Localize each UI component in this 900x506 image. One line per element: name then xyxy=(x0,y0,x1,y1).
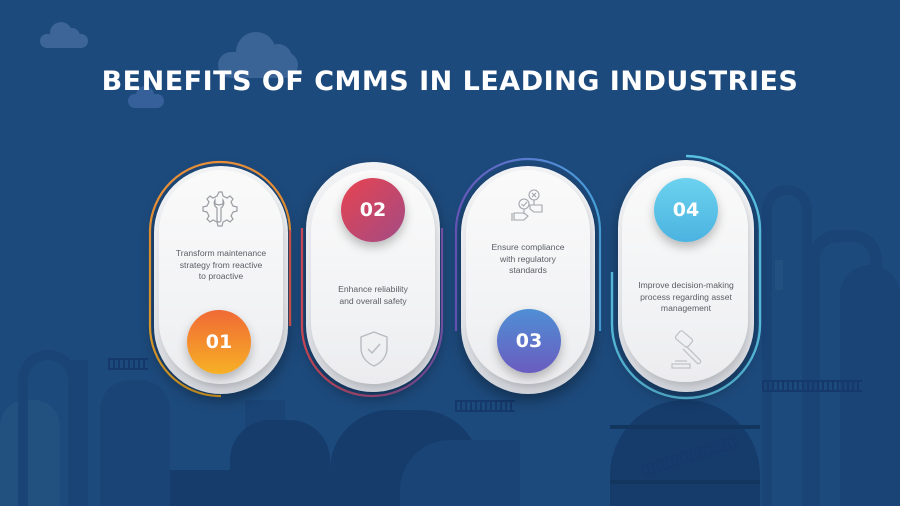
benefit-description: Ensure compliance with regulatory standa… xyxy=(452,242,604,277)
benefit-card-4: 04 Improve decision-making process regar… xyxy=(606,152,766,402)
railing-silhouette xyxy=(762,380,862,392)
card-arc-outline xyxy=(300,228,444,398)
page-title: BENEFITS OF CMMS IN LEADING INDUSTRIES xyxy=(101,66,799,97)
number-badge: 01 xyxy=(187,310,251,374)
gear-wrench-icon xyxy=(202,191,238,227)
column-silhouette xyxy=(775,260,783,290)
cloud-decoration xyxy=(128,86,164,108)
benefit-description: Transform maintenance strategy from reac… xyxy=(146,248,296,283)
gavel-icon xyxy=(671,330,702,369)
pipe-silhouette xyxy=(762,185,812,506)
tank-silhouette xyxy=(400,440,520,506)
shield-check-icon xyxy=(360,331,388,367)
column-silhouette xyxy=(70,360,88,506)
benefit-card-3: Ensure compliance with regulatory standa… xyxy=(452,156,604,400)
description-line: and overall safety xyxy=(339,295,407,306)
number-badge: 04 xyxy=(654,178,718,242)
description-line: with regulatory xyxy=(500,253,556,264)
description-line: to proactive xyxy=(198,271,244,281)
benefit-card-2: 02 Enhance reliability and overall safet… xyxy=(298,158,448,400)
tank-band xyxy=(610,480,760,484)
description-line: Ensure compliance xyxy=(491,242,565,252)
cloud-decoration xyxy=(218,32,298,78)
number-badge: 03 xyxy=(497,309,561,373)
tank-silhouette xyxy=(100,380,170,506)
compliance-hands-icon xyxy=(511,189,543,221)
number-badge: 02 xyxy=(341,178,405,242)
benefit-description: Enhance reliability and overall safety xyxy=(298,284,448,307)
description-line: Improve decision-making xyxy=(638,280,734,290)
card-arc-outline xyxy=(454,157,602,331)
tank-band xyxy=(610,425,760,429)
railing-silhouette xyxy=(455,400,515,412)
benefit-card-1: Transform maintenance strategy from reac… xyxy=(146,158,296,400)
tank-silhouette xyxy=(230,420,330,506)
description-line: standards xyxy=(509,265,547,275)
description-line: process regarding asset xyxy=(640,291,732,302)
description-line: strategy from reactive xyxy=(179,259,263,270)
benefit-description: Improve decision-making process regardin… xyxy=(606,280,766,315)
pipe-silhouette xyxy=(18,350,78,506)
cloud-decoration xyxy=(40,22,88,48)
description-line: management xyxy=(660,303,712,313)
card-arc-outline xyxy=(148,160,292,398)
description-line: Enhance reliability xyxy=(338,284,408,294)
railing-silhouette xyxy=(108,358,148,370)
description-line: Transform maintenance xyxy=(175,248,267,258)
card-arc-outline xyxy=(610,154,762,400)
